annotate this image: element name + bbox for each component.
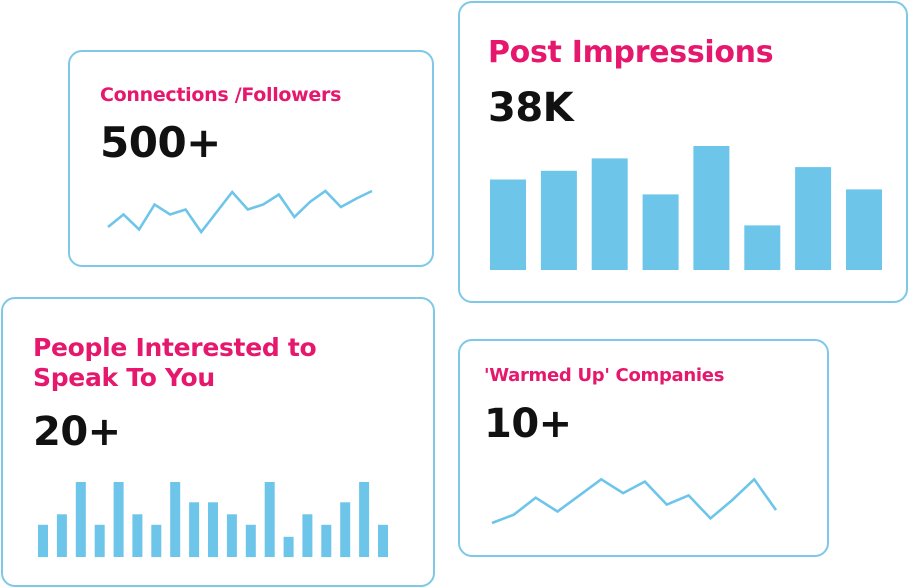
post-impressions-title: Post Impressions <box>488 35 774 70</box>
people-interested-title-line-2: Speak To You <box>33 363 215 392</box>
people-interested-card: People Interested to Speak To You 20+ <box>1 297 435 587</box>
post-impressions-bar <box>795 167 832 270</box>
people-interested-bar <box>340 502 351 558</box>
people-interested-bar <box>208 502 218 558</box>
post-impressions-card: Post Impressions 38K <box>458 1 908 303</box>
people-interested-bar <box>132 514 143 557</box>
people-interested-bar <box>94 524 105 558</box>
connections-line <box>107 189 373 235</box>
post-impressions-bar-chart <box>490 146 882 270</box>
people-interested-bar <box>302 514 313 557</box>
post-impressions-value: 38K <box>488 85 574 131</box>
people-interested-bar <box>75 482 86 557</box>
people-interested-bar <box>283 536 294 558</box>
post-impressions-bar <box>693 146 730 270</box>
people-interested-bar-chart <box>38 482 388 558</box>
post-impressions-bar <box>490 179 526 270</box>
warmed-up-title: 'Warmed Up' Companies <box>484 365 725 386</box>
people-interested-value: 20+ <box>33 409 121 455</box>
people-interested-title: People Interested to Speak To You <box>33 333 317 393</box>
people-interested-bar <box>170 482 181 557</box>
warmed-up-card: 'Warmed Up' Companies 10+ <box>458 339 829 557</box>
warmed-up-sparkline <box>491 477 778 525</box>
people-interested-bar <box>321 524 332 558</box>
warmed-up-value: 10+ <box>484 401 572 447</box>
people-interested-bar <box>264 482 275 557</box>
people-interested-bar <box>189 502 200 558</box>
post-impressions-bar <box>846 189 882 270</box>
people-interested-bar <box>226 514 237 557</box>
warmed-up-line <box>491 477 778 525</box>
people-interested-bar <box>378 524 388 558</box>
people-interested-title-line-1: People Interested to <box>33 333 317 362</box>
connections-sparkline <box>107 189 373 235</box>
people-interested-bar <box>359 482 370 557</box>
people-interested-bar <box>151 524 162 558</box>
post-impressions-bar <box>744 225 781 270</box>
post-impressions-bar <box>540 170 577 270</box>
people-interested-bar <box>38 524 48 558</box>
people-interested-bar <box>113 482 124 557</box>
post-impressions-bar <box>642 194 679 270</box>
post-impressions-bar <box>591 158 628 270</box>
people-interested-bar <box>56 514 67 557</box>
connections-value: 500+ <box>100 118 221 167</box>
people-interested-bar <box>245 524 256 558</box>
connections-title: Connections /Followers <box>100 84 342 106</box>
connections-card: Connections /Followers 500+ <box>68 50 434 267</box>
